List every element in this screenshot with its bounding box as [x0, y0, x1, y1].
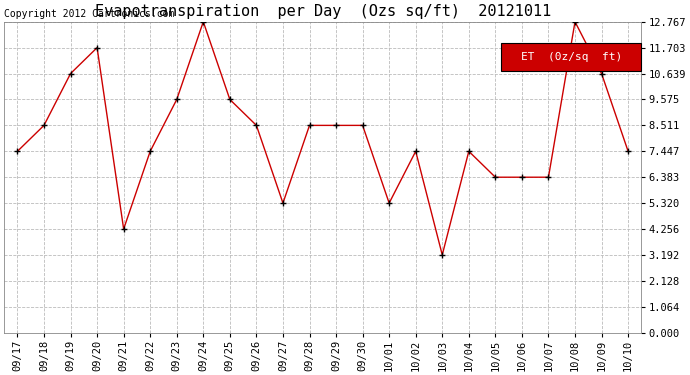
Text: Copyright 2012 Cartronics.com: Copyright 2012 Cartronics.com: [4, 9, 175, 19]
Text: ET  (0z/sq  ft): ET (0z/sq ft): [521, 53, 622, 63]
FancyBboxPatch shape: [501, 44, 642, 72]
Title: Evapotranspiration  per Day  (Ozs sq/ft)  20121011: Evapotranspiration per Day (Ozs sq/ft) 2…: [95, 4, 551, 19]
